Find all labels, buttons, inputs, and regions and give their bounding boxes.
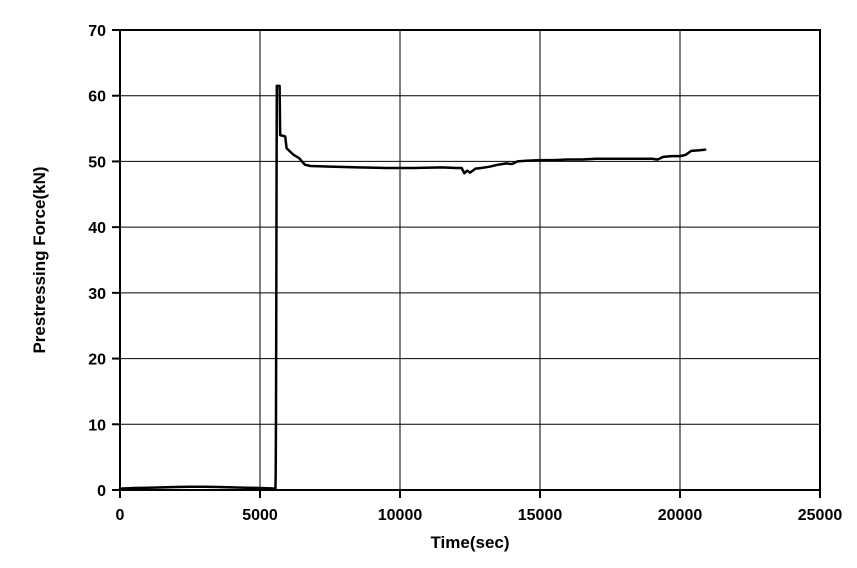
y-tick-label: 0 bbox=[97, 483, 106, 500]
x-axis-label: Time(sec) bbox=[430, 533, 509, 552]
x-tick-label: 0 bbox=[116, 507, 125, 524]
line-chart: 0 5000 10000 15000 20000 25000 0 10 20 30 40 50 60 70… bbox=[0, 0, 857, 568]
y-axis-label: Prestressing Force(kN) bbox=[30, 166, 49, 353]
y-tick-label: 70 bbox=[88, 23, 106, 40]
y-tick-label: 10 bbox=[88, 417, 106, 434]
y-tick-label: 60 bbox=[88, 89, 106, 106]
x-tick-label: 25000 bbox=[798, 507, 843, 524]
x-tick-label: 15000 bbox=[518, 507, 563, 524]
x-tick-label: 20000 bbox=[658, 507, 703, 524]
y-tick-label: 40 bbox=[88, 220, 106, 237]
y-tick-label: 20 bbox=[88, 352, 106, 369]
y-tick-label: 30 bbox=[88, 286, 106, 303]
y-tick-label: 50 bbox=[88, 154, 106, 171]
x-tick-label: 10000 bbox=[378, 507, 423, 524]
chart-container: 0 5000 10000 15000 20000 25000 0 10 20 30 40 50 60 70… bbox=[0, 0, 857, 568]
x-tick-label: 5000 bbox=[242, 507, 278, 524]
